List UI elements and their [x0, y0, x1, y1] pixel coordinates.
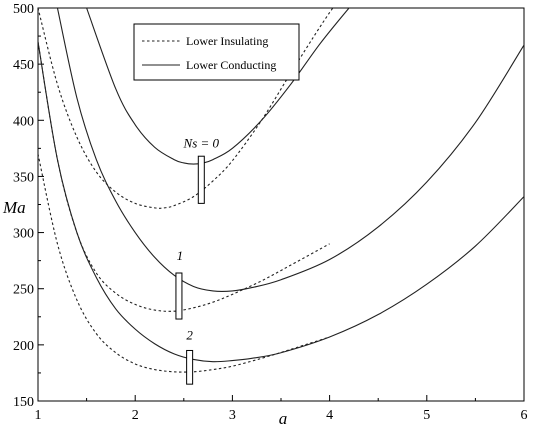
curve-insulating-1 [38, 41, 330, 312]
legend-box [133, 23, 300, 81]
y-tick-label: 250 [13, 283, 34, 298]
curve-label: Ns = 0 [183, 136, 220, 151]
x-axis-title: a [279, 409, 288, 428]
curve-conducting-1 [56, 8, 524, 293]
x-tick-label: 4 [326, 408, 333, 423]
min-marker [197, 155, 205, 204]
min-marker [186, 349, 194, 385]
curve-insulating-2 [38, 153, 330, 373]
x-tick-label: 2 [132, 408, 139, 423]
min-marker [175, 272, 183, 320]
y-tick-label: 300 [13, 227, 34, 242]
y-tick-label: 500 [13, 2, 34, 17]
legend-label: Lower Insulating [186, 34, 268, 48]
y-axis-title: Ma [2, 198, 26, 217]
legend: Lower Insulating Lower Conducting [133, 23, 300, 81]
axes: 1 2 3 4 5 6 150 200 250 300 350 400 450 500 a Ma [2, 2, 528, 428]
x-tick-label: 3 [229, 408, 236, 423]
y-tick-label: 200 [13, 339, 34, 354]
y-tick-label: 150 [13, 395, 34, 410]
min-markers [175, 155, 205, 385]
curve-conducting-2 [38, 41, 524, 363]
y-tick-label: 350 [13, 170, 34, 185]
curve-label: 1 [177, 248, 184, 263]
x-tick-label: 1 [35, 408, 42, 423]
x-tick-label: 5 [423, 408, 430, 423]
legend-label: Lower Conducting [186, 58, 276, 72]
y-tick-label: 450 [13, 58, 34, 73]
x-tick-label: 6 [521, 408, 528, 423]
curve-labels: Ns = 0 1 2 [177, 136, 220, 343]
y-tick-label: 400 [13, 114, 34, 129]
curve-label: 2 [186, 328, 193, 343]
